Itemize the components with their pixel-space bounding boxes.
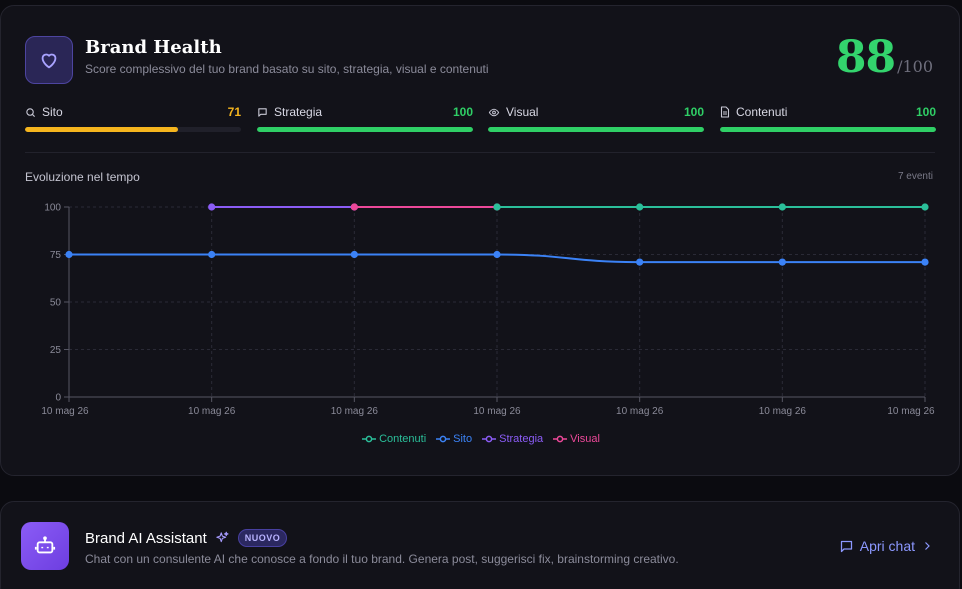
metric-label: Sito bbox=[42, 105, 63, 119]
robot-icon bbox=[21, 522, 69, 570]
data-point-sito bbox=[350, 250, 358, 259]
data-point-contenuti bbox=[493, 203, 501, 211]
metric-sito: Sito 71 bbox=[25, 101, 241, 132]
legend-marker-icon bbox=[362, 435, 377, 443]
eye-icon bbox=[488, 108, 500, 116]
score-value: 88 bbox=[835, 32, 896, 83]
data-point-contenuti bbox=[778, 203, 786, 211]
brand-health-card: Brand Health Score complessivo del tuo b… bbox=[0, 5, 960, 476]
x-tick-label: 10 mag 26 bbox=[41, 406, 89, 417]
metric-strategia: Strategia 100 bbox=[257, 101, 473, 132]
data-point-contenuti bbox=[636, 203, 644, 211]
data-point-contenuti bbox=[921, 203, 929, 211]
data-point-sito bbox=[65, 250, 73, 259]
legend-label: Sito bbox=[453, 433, 473, 445]
x-tick-label: 10 mag 26 bbox=[188, 406, 236, 417]
progress-fill bbox=[257, 127, 473, 132]
metric-label: Contenuti bbox=[736, 105, 788, 119]
progress-track bbox=[257, 127, 473, 132]
legend-marker-icon bbox=[553, 435, 568, 443]
score-history-chart: 0 25 50 75 100 10 mag 26 10 mag 26 10 mag 26 10 … bbox=[41, 203, 935, 418]
card-subtitle: Score complessivo del tuo brand basato s… bbox=[85, 62, 489, 76]
x-tick-label: 10 mag 26 bbox=[473, 406, 521, 417]
data-point-strategia bbox=[208, 203, 216, 211]
metric-value: 100 bbox=[452, 105, 473, 119]
progress-fill bbox=[25, 127, 179, 132]
y-tick-label: 75 bbox=[50, 250, 62, 261]
y-tick-label: 100 bbox=[44, 203, 61, 214]
assistant-title-row: Brand AI Assistant NUOVO bbox=[85, 529, 288, 547]
x-tick-label: 10 mag 26 bbox=[616, 406, 664, 417]
metric-visual: Visual 100 bbox=[488, 101, 704, 132]
message-square-icon bbox=[258, 107, 267, 117]
data-point-sito bbox=[208, 250, 216, 259]
metric-contenuti: Contenuti 100 bbox=[720, 101, 936, 132]
assistant-description: Chat con un consulente AI che conosce a … bbox=[85, 552, 679, 566]
progress-fill bbox=[488, 127, 704, 132]
chevron-right-icon bbox=[925, 542, 930, 550]
x-tick-label: 10 mag 26 bbox=[887, 406, 935, 417]
legend-marker-icon bbox=[436, 435, 451, 443]
y-tick-label: 50 bbox=[50, 298, 62, 309]
assistant-title: Brand AI Assistant bbox=[85, 529, 207, 547]
chart-legend: Contenuti Sito Strategia Visual bbox=[1, 433, 961, 445]
chart-title: Evoluzione nel tempo bbox=[25, 170, 140, 184]
x-tick-label: 10 mag 26 bbox=[759, 406, 807, 417]
document-icon bbox=[720, 106, 730, 118]
legend-marker-icon bbox=[482, 435, 497, 443]
data-point-sito bbox=[921, 258, 929, 266]
y-tick-label: 25 bbox=[50, 345, 62, 356]
heart-icon bbox=[25, 36, 73, 84]
legend-label: Visual bbox=[570, 433, 600, 445]
metric-label: Strategia bbox=[274, 105, 323, 119]
legend-item[interactable]: Strategia bbox=[482, 433, 543, 445]
y-tick-label: 0 bbox=[55, 393, 61, 404]
data-point-sito bbox=[778, 258, 786, 266]
ai-assistant-card: Brand AI Assistant NUOVO Chat con un con… bbox=[0, 501, 960, 589]
progress-track bbox=[25, 127, 241, 132]
progress-track bbox=[488, 127, 704, 132]
chat-icon bbox=[840, 540, 852, 552]
metric-value: 100 bbox=[915, 105, 936, 119]
legend-item[interactable]: Contenuti bbox=[362, 433, 426, 445]
legend-item[interactable]: Sito bbox=[436, 433, 472, 445]
x-tick-label: 10 mag 26 bbox=[331, 406, 379, 417]
score-max: /100 bbox=[897, 57, 933, 76]
new-badge: NUOVO bbox=[237, 529, 288, 547]
search-icon bbox=[26, 107, 36, 117]
divider bbox=[25, 152, 935, 153]
legend-item[interactable]: Visual bbox=[553, 433, 600, 445]
open-chat-label: Apri chat bbox=[859, 538, 915, 554]
data-point-sito bbox=[493, 250, 501, 259]
metric-label: Visual bbox=[506, 105, 539, 119]
card-title: Brand Health bbox=[85, 37, 222, 58]
overall-score: 88 /100 bbox=[836, 32, 933, 83]
data-point-sito bbox=[636, 258, 644, 266]
sparkles-icon bbox=[216, 531, 229, 542]
progress-fill bbox=[720, 127, 936, 132]
legend-label: Strategia bbox=[499, 433, 544, 445]
metric-value: 100 bbox=[683, 105, 704, 119]
progress-track bbox=[720, 127, 936, 132]
open-chat-button[interactable]: Apri chat bbox=[839, 538, 933, 554]
chart-events-count: 7 eventi bbox=[897, 171, 933, 182]
metric-value: 71 bbox=[227, 105, 241, 119]
data-point-visual bbox=[350, 203, 358, 211]
legend-label: Contenuti bbox=[379, 433, 427, 445]
